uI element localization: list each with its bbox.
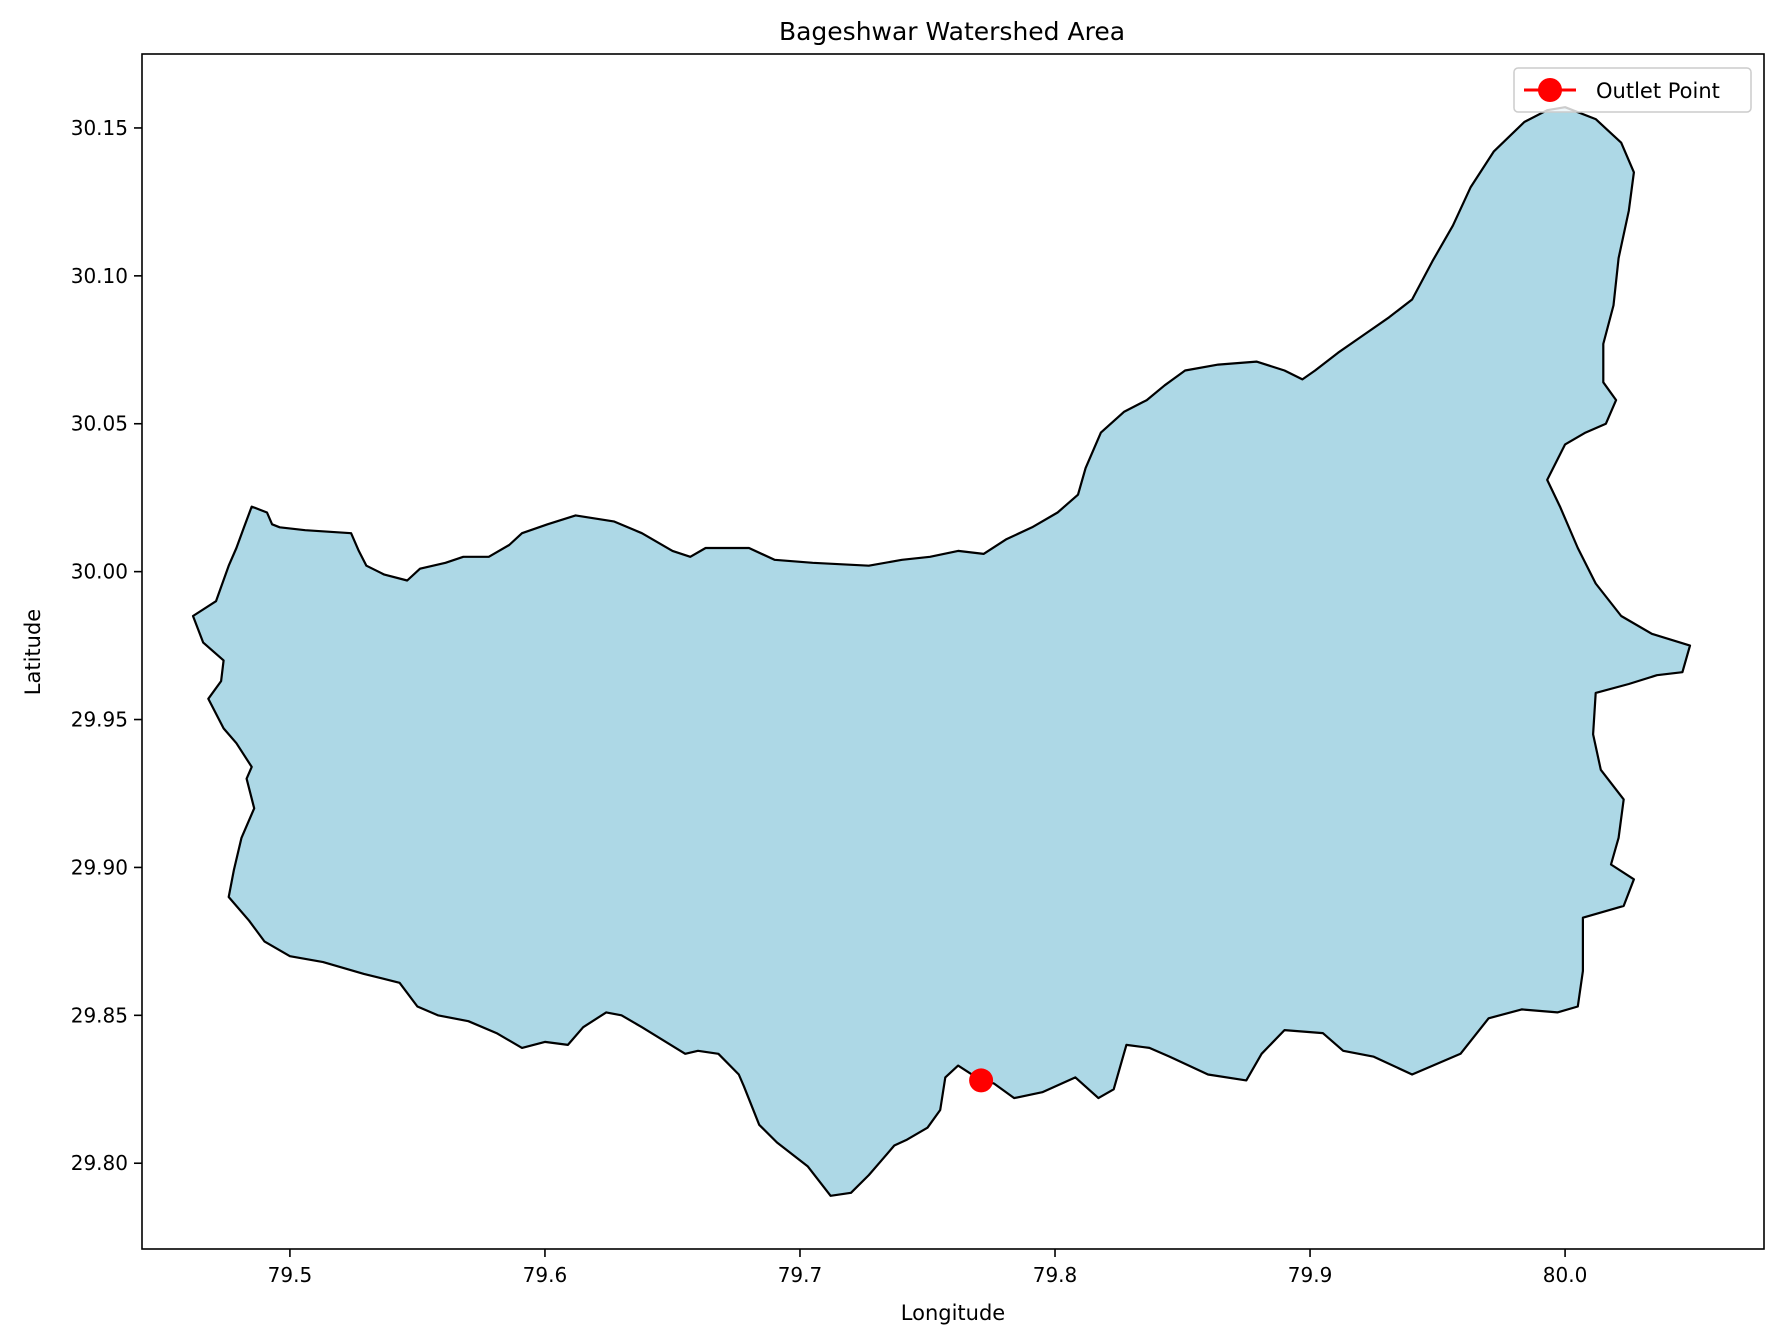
y-tick-label: 29.95 [71, 708, 128, 732]
legend: Outlet Point [1513, 67, 1752, 113]
legend-marker [1538, 78, 1562, 102]
axes-frame [141, 53, 1765, 1250]
x-tick-label: 79.8 [1033, 1263, 1078, 1287]
watershed-polygon [191, 106, 1692, 1197]
plot-area [191, 106, 1692, 1197]
legend-label: Outlet Point [1596, 79, 1720, 103]
x-tick-label: 80.0 [1543, 1263, 1588, 1287]
y-tick-label: 29.85 [71, 1003, 128, 1027]
y-axis-ticks: 29.80 29.85 29.90 29.95 30.00 30.05 30.10 30.15 [71, 116, 142, 1175]
y-tick-label: 30.05 [71, 412, 128, 436]
x-tick-label: 79.5 [268, 1263, 313, 1287]
outlet-point [969, 1068, 994, 1093]
x-axis-ticks: 79.5 79.6 79.7 79.8 79.9 80.0 [268, 1249, 1588, 1287]
x-tick-label: 79.6 [523, 1263, 568, 1287]
y-tick-label: 29.80 [71, 1151, 128, 1175]
chart-title: Bageshwar Watershed Area [779, 17, 1125, 46]
y-tick-label: 30.15 [71, 116, 128, 140]
x-tick-label: 79.9 [1288, 1263, 1333, 1287]
x-axis-label: Longitude [901, 1301, 1005, 1325]
y-tick-label: 30.00 [71, 560, 128, 584]
y-tick-label: 29.90 [71, 855, 128, 879]
y-axis-label: Latitude [21, 609, 45, 695]
x-tick-label: 79.7 [778, 1263, 823, 1287]
y-tick-label: 30.10 [71, 264, 128, 288]
legend-frame [1513, 67, 1752, 113]
